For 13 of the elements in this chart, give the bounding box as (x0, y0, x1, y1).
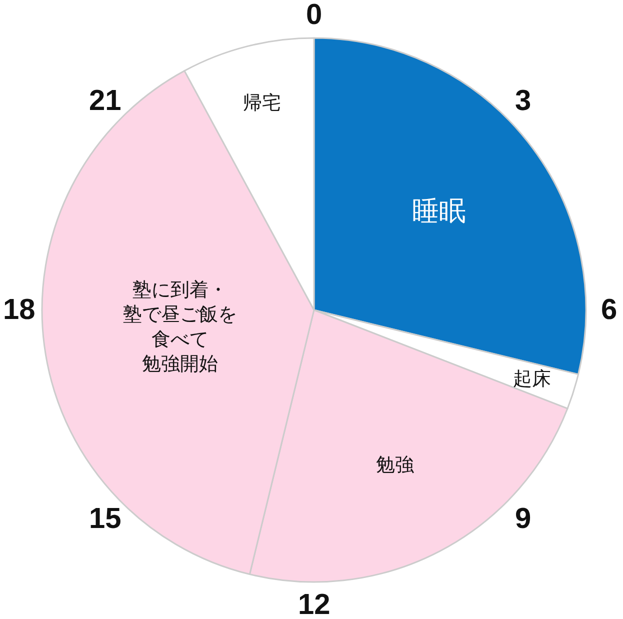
text: 0 (306, 0, 322, 31)
text: 21 (89, 85, 122, 117)
text: 12 (298, 589, 330, 619)
text: 9 (515, 503, 532, 535)
slice-label: 勉強 (376, 454, 414, 476)
text: 6 (601, 294, 618, 326)
slice-label: 睡眠 (412, 196, 466, 227)
text: 18 (3, 294, 36, 326)
slice-label: 塾に到着・塾で昼ご飯を食べて勉強開始 (123, 279, 237, 376)
slice-label: 起床 (513, 368, 551, 390)
text: 3 (515, 85, 532, 117)
slice-label: 帰宅 (243, 92, 281, 114)
text: 15 (89, 503, 122, 535)
